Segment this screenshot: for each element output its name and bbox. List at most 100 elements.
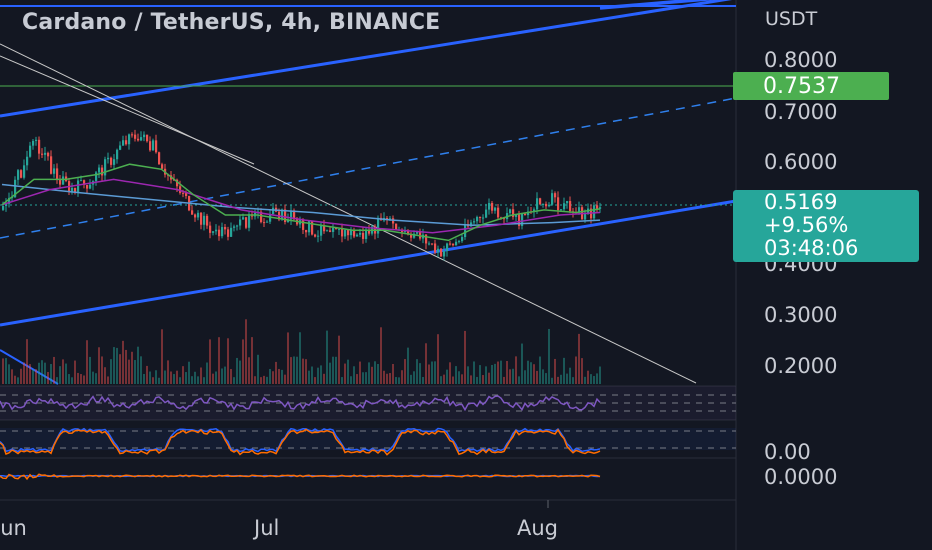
volume-bar — [584, 376, 586, 384]
candle-body — [203, 215, 206, 225]
candle-body — [155, 140, 158, 153]
candle-body — [440, 248, 443, 257]
last-price-tag[interactable]: 0.5169 +9.56% 03:48:06 — [733, 190, 919, 262]
candle-body — [368, 230, 371, 234]
candle-body — [527, 211, 530, 216]
volume-bar — [410, 374, 412, 384]
price-tick: 0.2000 — [764, 354, 838, 378]
volume-bar — [113, 347, 115, 384]
volume-bar — [455, 366, 457, 384]
channel-midline — [0, 97, 737, 239]
candle-body — [239, 219, 242, 226]
ema-fast-line — [1, 163, 601, 242]
volume-bar — [182, 366, 184, 384]
volume-bar — [365, 372, 367, 384]
candle-body — [392, 218, 395, 224]
candle-body — [446, 243, 449, 251]
volume-bar — [440, 376, 442, 384]
volume-bar — [233, 377, 235, 384]
macd-line — [0, 473, 601, 481]
volume-bar — [545, 373, 547, 384]
volume-bar — [230, 369, 232, 384]
volume-bar — [443, 374, 445, 384]
candle-body — [263, 222, 266, 224]
candle-body — [284, 209, 287, 222]
candle-body — [293, 210, 296, 220]
alert-price-tag[interactable]: 0.7537 — [733, 72, 889, 100]
candle-body — [233, 226, 236, 228]
candle-body — [335, 227, 338, 230]
candle-body — [125, 140, 128, 145]
volume-bar — [2, 358, 4, 384]
candle-body — [599, 207, 602, 209]
volume-bar — [41, 360, 43, 384]
candle-body — [206, 215, 209, 226]
candle-body — [395, 223, 398, 230]
candle-body — [536, 198, 539, 210]
candle-body — [545, 203, 548, 207]
candle-body — [158, 152, 161, 165]
candle-body — [74, 187, 77, 193]
ema-mid-line — [1, 178, 601, 234]
candle-body — [227, 229, 230, 237]
candle-body — [185, 193, 188, 196]
volume-bar — [107, 376, 109, 384]
volume-bar — [449, 362, 451, 384]
volume-bar — [251, 337, 253, 384]
candle-body — [107, 157, 110, 160]
rsi-line — [0, 395, 601, 412]
volume-bar — [554, 358, 556, 384]
candle-body — [77, 180, 80, 193]
channel-lower-line — [0, 199, 737, 327]
candle-body — [146, 134, 149, 142]
candle-body — [407, 230, 410, 235]
volume-bar — [320, 365, 322, 384]
volume-bar — [335, 356, 337, 384]
volume-bar — [386, 373, 388, 384]
volume-bar — [101, 356, 103, 384]
candle-body — [38, 139, 41, 154]
candle-body — [89, 184, 92, 189]
bar-countdown: 03:48:06 — [764, 236, 859, 260]
candle-body — [365, 230, 368, 239]
volume-bar — [59, 366, 61, 384]
volume-bar — [581, 358, 583, 384]
volume-bar — [467, 366, 469, 384]
candle-body — [281, 209, 284, 220]
candle-body — [548, 204, 551, 207]
volume-bar — [242, 339, 244, 384]
volume-bar — [533, 364, 535, 384]
volume-bar — [347, 359, 349, 384]
volume-bar — [257, 354, 259, 384]
volume-bar — [425, 343, 427, 384]
candle-body — [431, 243, 434, 245]
candle-body — [302, 219, 305, 230]
volume-bar — [464, 330, 466, 384]
candle-body — [344, 230, 347, 237]
volume-bar — [284, 374, 286, 384]
volume-bar — [599, 366, 601, 384]
price-tick: 0.8000 — [764, 48, 838, 72]
price-tick: 0.7000 — [764, 100, 838, 124]
volume-bar — [152, 377, 154, 384]
candle-body — [71, 187, 74, 193]
volume-bar — [299, 332, 301, 384]
volume-bar — [587, 370, 589, 384]
volume-bar — [158, 377, 160, 384]
candle-body — [359, 232, 362, 235]
candle-body — [116, 149, 119, 160]
candle-body — [110, 157, 113, 165]
candle-body — [62, 176, 65, 185]
volume-bar — [293, 356, 295, 384]
candle-body — [14, 179, 17, 198]
volume-bar — [500, 360, 502, 384]
volume-bar — [74, 360, 76, 384]
volume-bar — [497, 361, 499, 384]
volume-bar — [308, 370, 310, 384]
candle-body — [593, 205, 596, 219]
volume-bar — [380, 327, 382, 384]
volume-bar — [212, 373, 214, 384]
volume-bar — [434, 361, 436, 384]
